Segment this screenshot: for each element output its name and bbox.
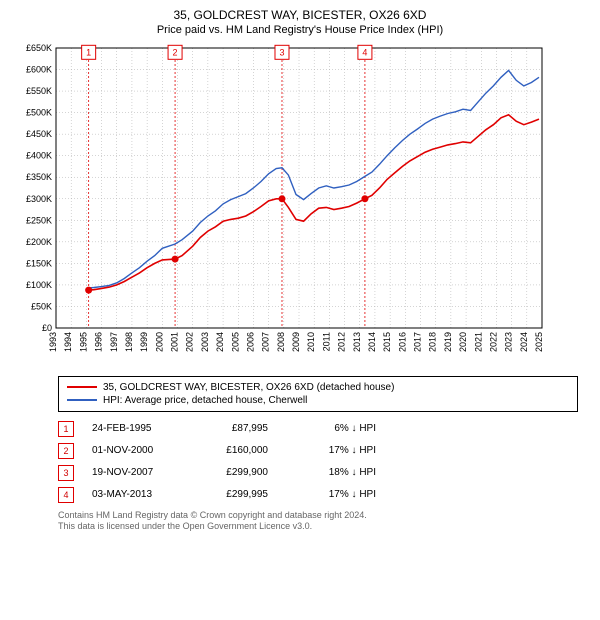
svg-text:£650K: £650K (26, 43, 52, 53)
svg-text:2006: 2006 (245, 332, 255, 352)
transaction-marker: 2 (58, 443, 74, 459)
svg-text:£0: £0 (42, 323, 52, 333)
svg-text:2015: 2015 (382, 332, 392, 352)
svg-text:2007: 2007 (261, 332, 271, 352)
legend-swatch (67, 399, 97, 401)
transaction-date: 24-FEB-1995 (92, 423, 180, 434)
svg-text:£600K: £600K (26, 64, 52, 74)
svg-text:£100K: £100K (26, 280, 52, 290)
svg-text:3: 3 (279, 47, 284, 57)
svg-text:£150K: £150K (26, 258, 52, 268)
svg-text:2010: 2010 (306, 332, 316, 352)
svg-text:2012: 2012 (337, 332, 347, 352)
price-chart: £0 £50K £100K £150K £200K £250K £300K £350K £400… (10, 40, 590, 370)
transaction-marker: 1 (58, 421, 74, 437)
transaction-price: £299,900 (198, 467, 268, 478)
svg-text:1993: 1993 (48, 332, 58, 352)
page-title: 35, GOLDCREST WAY, BICESTER, OX26 6XD (10, 8, 590, 24)
svg-text:2024: 2024 (519, 332, 529, 352)
svg-text:2003: 2003 (200, 332, 210, 352)
svg-text:2022: 2022 (488, 332, 498, 352)
svg-text:£400K: £400K (26, 150, 52, 160)
svg-text:£550K: £550K (26, 86, 52, 96)
legend-label: HPI: Average price, detached house, Cher… (103, 395, 307, 406)
svg-text:2017: 2017 (413, 332, 423, 352)
svg-text:2002: 2002 (185, 332, 195, 352)
svg-text:2004: 2004 (215, 332, 225, 352)
svg-text:2011: 2011 (321, 332, 331, 351)
transaction-price: £299,995 (198, 489, 268, 500)
svg-text:2013: 2013 (352, 332, 362, 352)
transaction-row: 1 24-FEB-1995 £87,995 6% ↓ HPI (58, 418, 578, 440)
svg-text:£200K: £200K (26, 236, 52, 246)
legend-item: 35, GOLDCREST WAY, BICESTER, OX26 6XD (d… (67, 381, 569, 394)
attribution: Contains HM Land Registry data © Crown c… (58, 510, 578, 533)
svg-text:2: 2 (173, 47, 178, 57)
svg-text:2020: 2020 (458, 332, 468, 352)
svg-text:2025: 2025 (534, 332, 544, 352)
chart-svg: £0 £50K £100K £150K £200K £250K £300K £350K £400… (10, 40, 550, 370)
transaction-diff: 17% ↓ HPI (286, 489, 376, 500)
svg-text:1994: 1994 (63, 332, 73, 352)
svg-text:2005: 2005 (230, 332, 240, 352)
svg-text:1997: 1997 (109, 332, 119, 352)
svg-text:£350K: £350K (26, 172, 52, 182)
transaction-marker: 3 (58, 465, 74, 481)
attribution-line: Contains HM Land Registry data © Crown c… (58, 510, 578, 522)
transaction-date: 03-MAY-2013 (92, 489, 180, 500)
attribution-line: This data is licensed under the Open Gov… (58, 521, 578, 533)
svg-text:£450K: £450K (26, 129, 52, 139)
transaction-diff: 18% ↓ HPI (286, 467, 376, 478)
transaction-row: 2 01-NOV-2000 £160,000 17% ↓ HPI (58, 440, 578, 462)
svg-text:2000: 2000 (154, 332, 164, 352)
legend-swatch (67, 386, 97, 388)
svg-text:2019: 2019 (443, 332, 453, 352)
transaction-price: £87,995 (198, 423, 268, 434)
transaction-row: 4 03-MAY-2013 £299,995 17% ↓ HPI (58, 484, 578, 506)
svg-text:£250K: £250K (26, 215, 52, 225)
svg-text:2018: 2018 (428, 332, 438, 352)
svg-text:£50K: £50K (31, 301, 52, 311)
transaction-marker: 4 (58, 487, 74, 503)
svg-text:1999: 1999 (139, 332, 149, 352)
legend-item: HPI: Average price, detached house, Cher… (67, 394, 569, 407)
transaction-date: 01-NOV-2000 (92, 445, 180, 456)
transaction-row: 3 19-NOV-2007 £299,900 18% ↓ HPI (58, 462, 578, 484)
transaction-diff: 6% ↓ HPI (286, 423, 376, 434)
svg-text:£500K: £500K (26, 107, 52, 117)
legend-label: 35, GOLDCREST WAY, BICESTER, OX26 6XD (d… (103, 382, 394, 393)
svg-text:2023: 2023 (504, 332, 514, 352)
svg-text:1: 1 (86, 47, 91, 57)
svg-text:£300K: £300K (26, 193, 52, 203)
svg-text:1998: 1998 (124, 332, 134, 352)
svg-text:2009: 2009 (291, 332, 301, 352)
svg-text:2001: 2001 (170, 332, 180, 352)
transactions-table: 1 24-FEB-1995 £87,995 6% ↓ HPI 2 01-NOV-2000 £… (58, 418, 578, 506)
svg-text:1995: 1995 (78, 332, 88, 352)
legend: 35, GOLDCREST WAY, BICESTER, OX26 6XD (d… (58, 376, 578, 412)
svg-text:2014: 2014 (367, 332, 377, 352)
svg-text:4: 4 (362, 47, 367, 57)
page-subtitle: Price paid vs. HM Land Registry's House … (10, 24, 590, 36)
svg-text:2008: 2008 (276, 332, 286, 352)
svg-text:2021: 2021 (473, 332, 483, 352)
svg-text:1996: 1996 (94, 332, 104, 352)
transaction-date: 19-NOV-2007 (92, 467, 180, 478)
svg-text:2016: 2016 (397, 332, 407, 352)
transaction-diff: 17% ↓ HPI (286, 445, 376, 456)
transaction-price: £160,000 (198, 445, 268, 456)
